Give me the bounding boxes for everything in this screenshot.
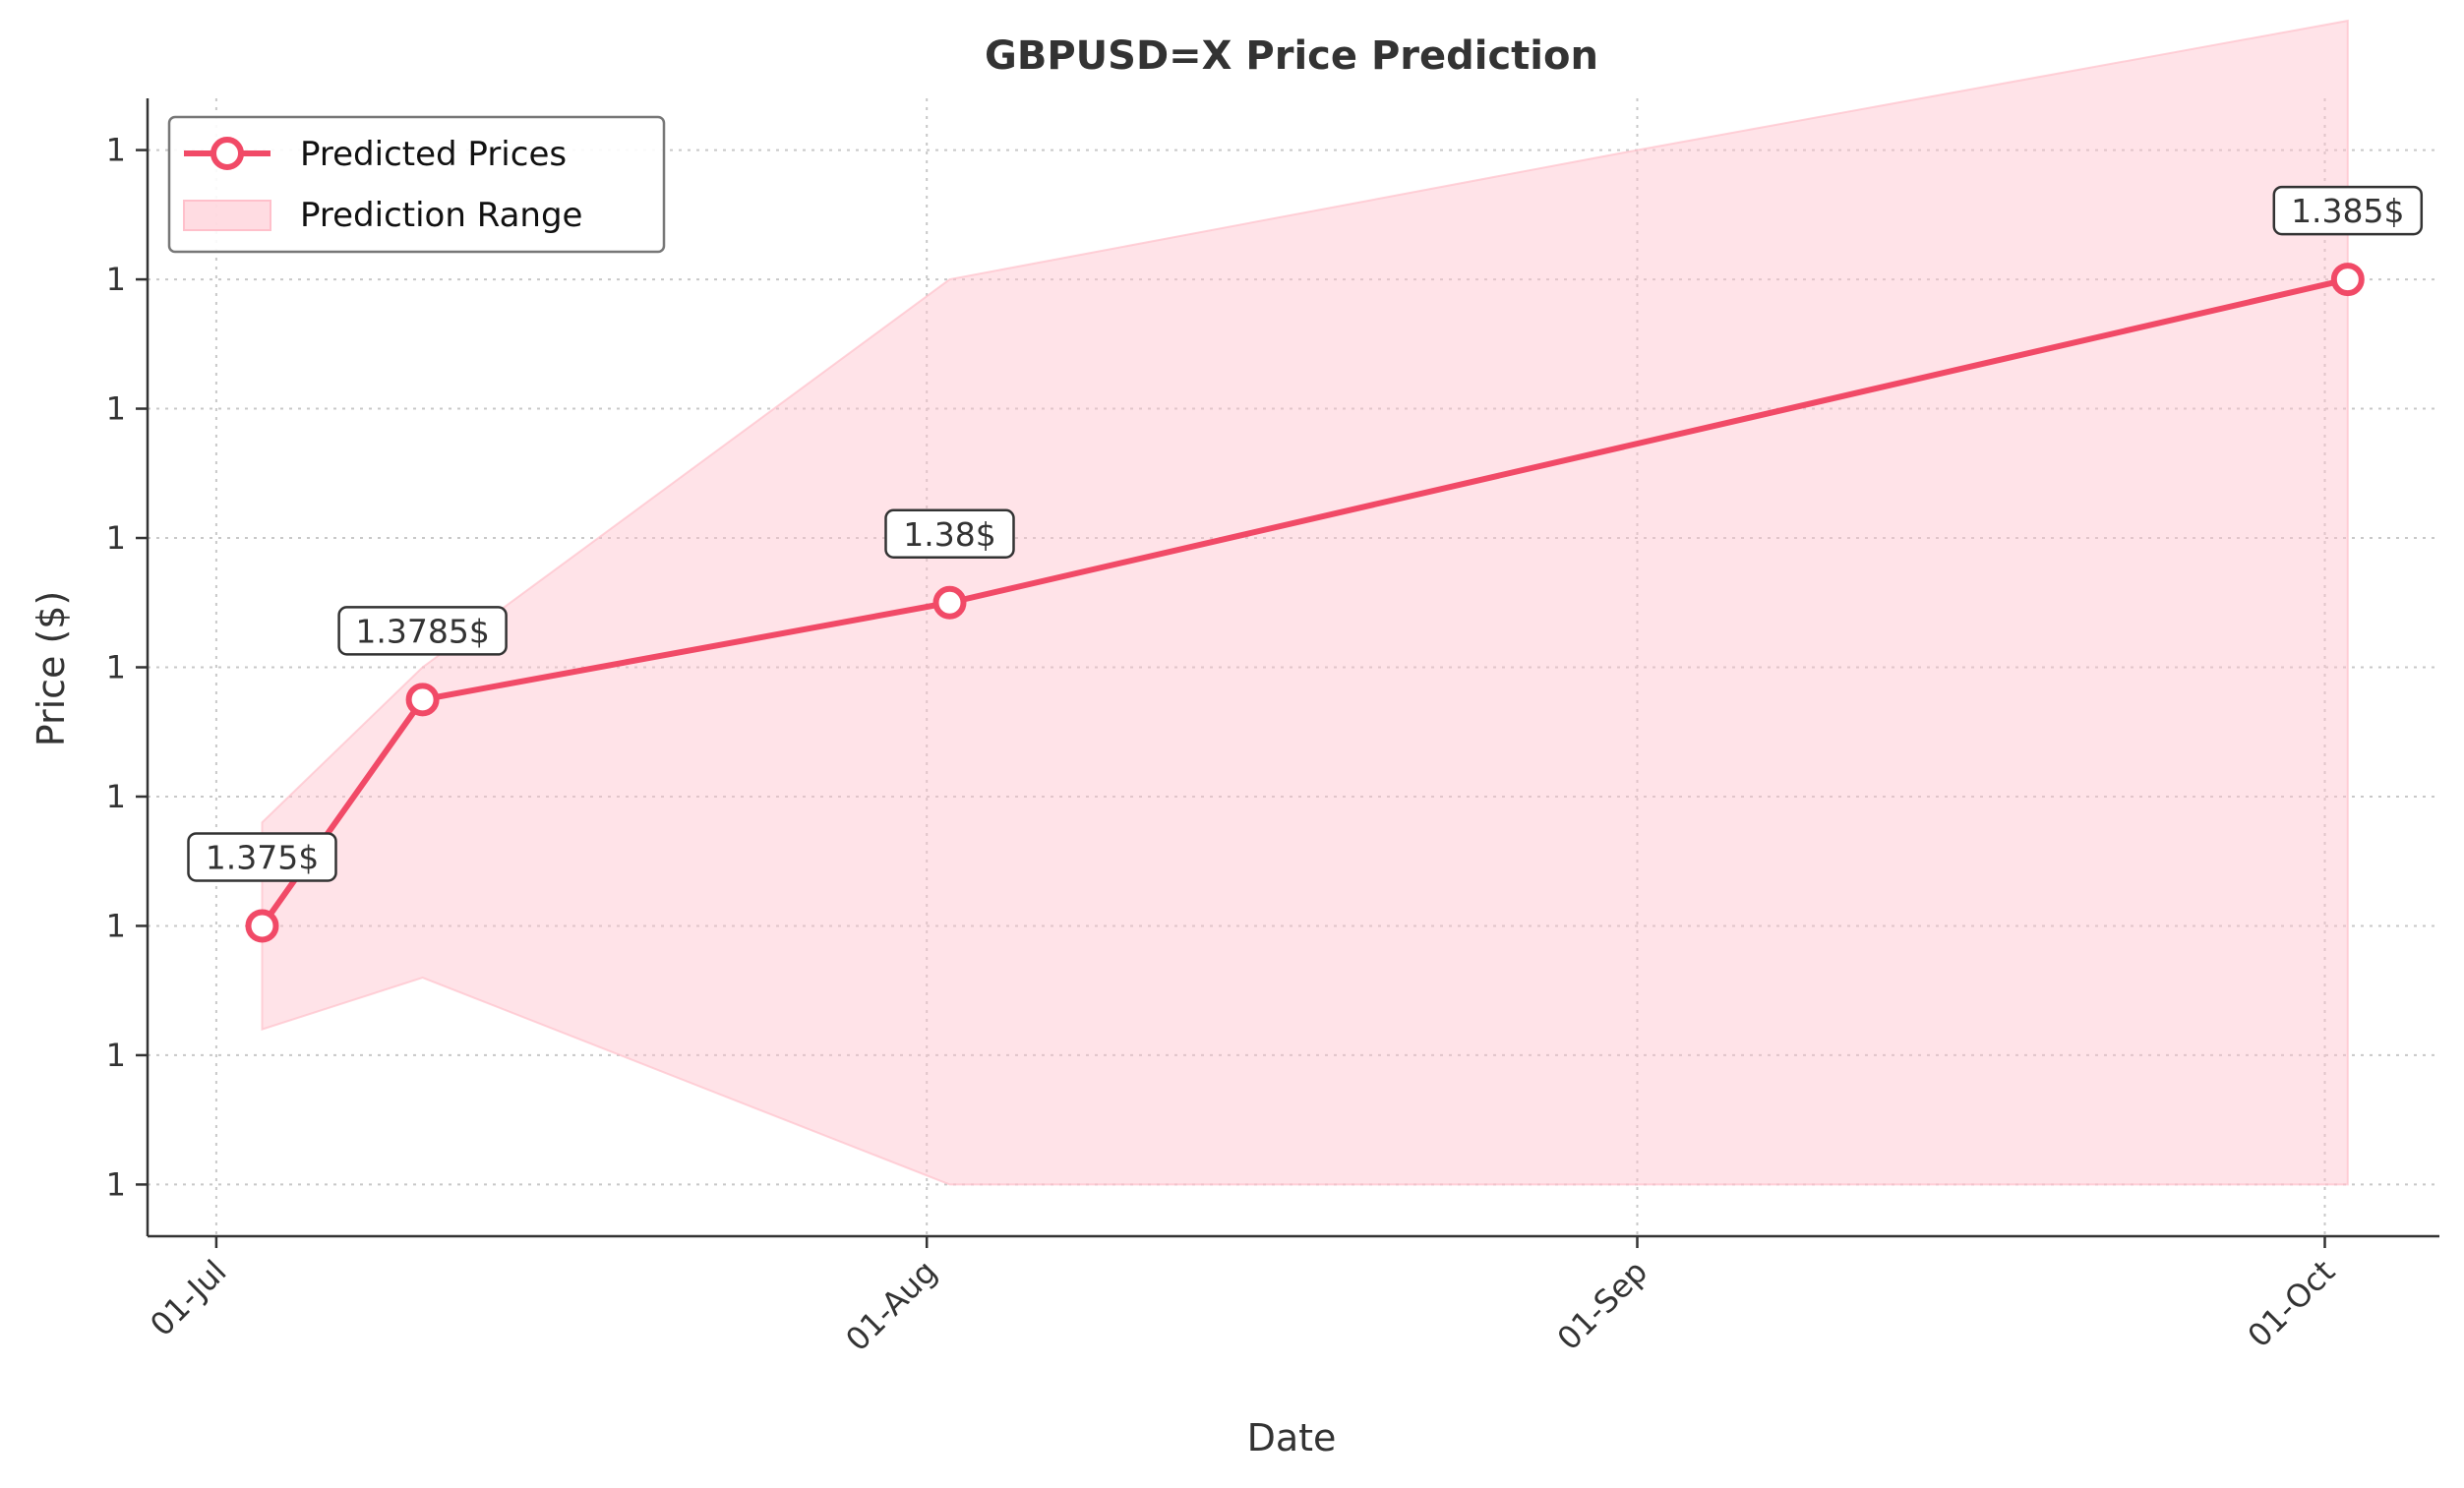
data-label: 1.38$ (884, 508, 1015, 560)
data-label-box (884, 508, 1015, 560)
y-tick-label: 1 (106, 1165, 126, 1203)
chart-title: GBPUSD=X Price Prediction (985, 33, 1598, 79)
y-tick-label: 1 (106, 778, 126, 815)
x-axis-label: Date (1247, 1416, 1337, 1459)
data-label-text: 1.385$ (2291, 192, 2404, 230)
y-tick-label: 1 (106, 390, 126, 428)
data-label-box (337, 606, 508, 656)
data-point (245, 909, 279, 943)
legend-label-predicted: Predicted Prices (300, 135, 567, 174)
data-points (245, 263, 2365, 943)
legend: Predicted Prices Prediction Range (167, 115, 666, 254)
y-tick-label: 1 (106, 261, 126, 298)
data-label-box (2272, 185, 2424, 236)
data-point (932, 585, 967, 620)
prediction-range-band (261, 19, 2349, 1186)
x-tick-label: 01-Oct (2241, 1253, 2343, 1355)
y-tick-label: 1 (106, 519, 126, 557)
legend-label-range: Prediction Range (300, 196, 582, 235)
data-point (2330, 263, 2365, 297)
data-label-text: 1.3785$ (355, 612, 489, 650)
y-axis-label: Price ($) (30, 591, 73, 747)
data-label-box (187, 832, 337, 882)
data-point (405, 683, 440, 717)
legend-marker-swatch (210, 137, 244, 170)
x-ticks: 01-Jul 01-Aug 01-Sep 01-Oct (143, 1236, 2342, 1358)
x-tick-label: 01-Aug (838, 1253, 944, 1359)
x-tick-label: 01-Jul (143, 1253, 233, 1343)
y-ticks: 1 1 1 1 1 1 1 1 1 (106, 132, 148, 1203)
x-tick-label: 01-Sep (1550, 1253, 1654, 1357)
data-label: 1.3785$ (337, 606, 508, 656)
y-tick-label: 1 (106, 132, 126, 169)
data-label-text: 1.38$ (903, 515, 995, 554)
y-tick-label: 1 (106, 1037, 126, 1074)
data-label: 1.385$ (2272, 185, 2424, 236)
data-label-text: 1.375$ (206, 838, 319, 876)
y-tick-label: 1 (106, 649, 126, 686)
data-label: 1.375$ (187, 832, 337, 882)
predicted-prices-line (260, 276, 2349, 928)
data-annotations: 1.375$ 1.3785$ 1.38$ 1.385$ (187, 185, 2424, 882)
legend-range-swatch (183, 200, 271, 231)
legend-frame (167, 115, 666, 254)
y-tick-label: 1 (106, 907, 126, 944)
